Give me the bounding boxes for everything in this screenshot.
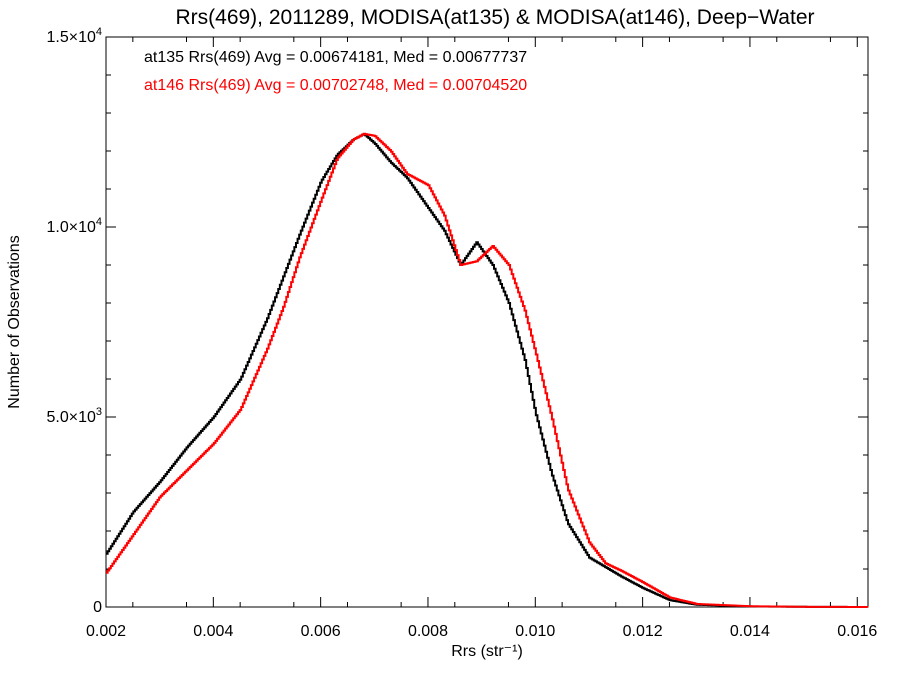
x-tick-label: 0.002 (86, 623, 126, 640)
stats-annotation-at135: at135 Rrs(469) Avg = 0.00674181, Med = 0… (144, 49, 527, 66)
y-axis-label: Number of Observations (6, 235, 23, 408)
y-tick-label: 0 (93, 599, 102, 616)
series-layer (106, 132, 869, 608)
chart-title: Rrs(469), 2011289, MODISA(at135) & MODIS… (175, 6, 814, 29)
y-tick-label: 1.5×104 (46, 26, 102, 46)
series-line-at146 (106, 132, 869, 608)
plot-frame (105, 36, 869, 608)
series-line-at135 (106, 132, 869, 608)
y-tick-label: 1.0×104 (46, 216, 102, 236)
x-tick-label: 0.006 (301, 623, 341, 640)
x-tick-label: 0.016 (837, 623, 877, 640)
x-tick-label: 0.004 (193, 623, 233, 640)
stats-annotation-at146: at146 Rrs(469) Avg = 0.00702748, Med = 0… (144, 77, 527, 94)
x-tick-label: 0.010 (515, 623, 555, 640)
x-tick-label: 0.012 (623, 623, 663, 640)
x-tick-label: 0.014 (730, 623, 770, 640)
x-tick-label: 0.008 (408, 623, 448, 640)
y-tick-label: 5.0×103 (46, 406, 102, 426)
y-axis: 0 5.0×103 1.0×104 1.5×104 (46, 26, 868, 616)
x-axis-label: Rrs (str⁻¹) (451, 643, 523, 660)
x-axis: 0.002 0.004 0.006 0.008 0.010 0.012 0.014 0.016 (86, 37, 877, 640)
